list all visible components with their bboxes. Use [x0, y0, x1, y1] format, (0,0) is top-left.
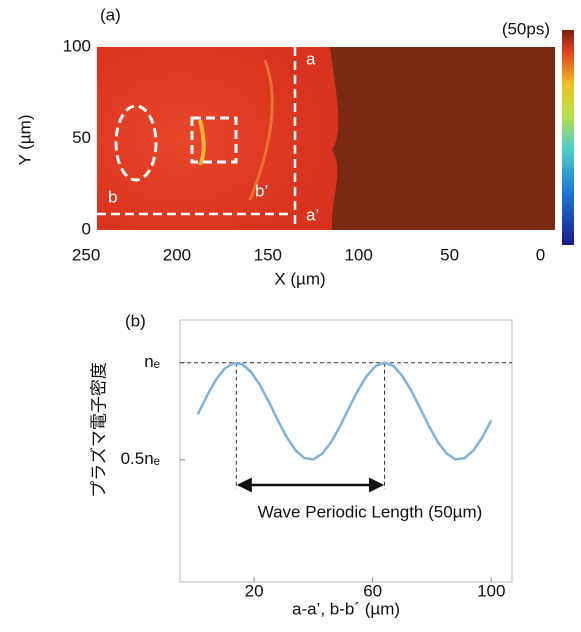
y-tick-label: 50 — [72, 128, 91, 147]
plot-frame — [180, 320, 512, 582]
x-tick-label: 100 — [477, 581, 505, 600]
colorbar — [562, 30, 574, 245]
panel-label: (a) — [100, 5, 121, 24]
x-tick-label: 250 — [72, 245, 100, 264]
figure: (a) (50ps) 250 200 150 100 50 0 0 50 100 X (µm) Y (µ… — [0, 0, 581, 632]
x-tick-label: 60 — [363, 581, 382, 600]
x-axis-label: X (µm) — [274, 269, 325, 288]
x-tick-label: 0 — [536, 245, 545, 264]
heatmap — [97, 47, 555, 230]
x-tick-label: 150 — [254, 245, 282, 264]
panel-label: (b) — [125, 311, 146, 330]
annotation: a’ — [306, 205, 319, 224]
annotation: b’ — [255, 181, 268, 200]
y-axis-label: Y (µm) — [15, 114, 34, 165]
x-axis-label: a-a’, b-b´ (µm) — [292, 599, 400, 618]
x-tick-label: 100 — [345, 245, 373, 264]
x-tick-label: 50 — [440, 245, 459, 264]
x-tick-label: 20 — [245, 581, 264, 600]
x-tick-label: 200 — [163, 245, 191, 264]
annotation: b — [108, 187, 117, 206]
y-tick-label: 0 — [82, 219, 91, 238]
y-tick-label: nₑ — [144, 352, 160, 371]
colorbar-label: (50ps) — [502, 19, 550, 38]
line-series — [198, 363, 491, 460]
annotation: a — [306, 49, 316, 68]
y-axis-label: プラズマ電子密度 — [89, 362, 108, 498]
y-tick-label: 0.5nₑ — [121, 449, 160, 468]
y-tick-label: 100 — [63, 36, 91, 55]
annotation: Wave Periodic Length (50µm) — [258, 502, 483, 521]
